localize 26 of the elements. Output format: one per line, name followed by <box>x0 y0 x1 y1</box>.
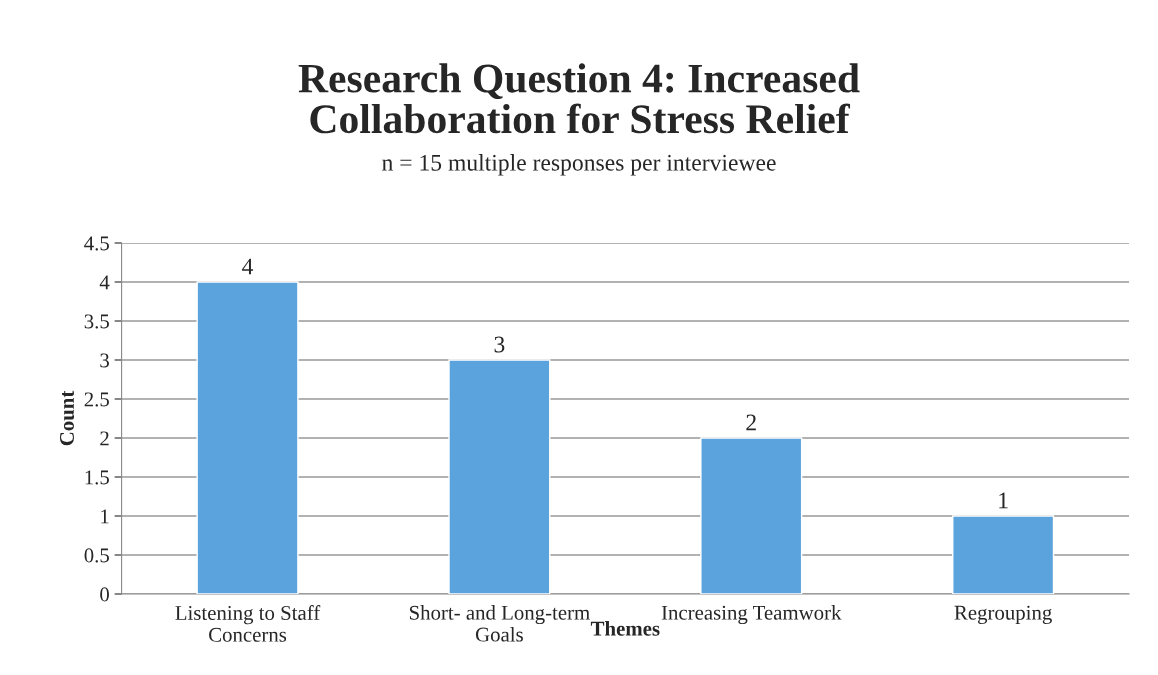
y-tick-label: 1.5 <box>85 470 109 485</box>
bar <box>448 359 551 594</box>
data-label: 3 <box>494 336 505 353</box>
x-tick-label: Increasing Teamwork <box>661 605 842 625</box>
y-tick-label: 0 <box>100 587 109 602</box>
data-label: 2 <box>746 414 756 431</box>
y-tick-label: 2.5 <box>84 392 109 407</box>
x-tick-label: Short- and Long-term Goals <box>409 605 590 642</box>
data-label: 4 <box>242 258 254 275</box>
y-tick-label: 4.5 <box>84 236 109 251</box>
y-tick-label: 3 <box>100 353 109 368</box>
chart-subtitle: n = 15 multiple responses per interviewee <box>382 154 776 176</box>
bar <box>952 515 1055 594</box>
y-tick-label: 4 <box>99 275 110 290</box>
bar <box>700 437 803 594</box>
chart-title: Research Question 4: Increased Collaboration for Stress Relief <box>298 63 860 134</box>
bar <box>196 281 299 594</box>
y-tick-label: 2 <box>100 431 109 446</box>
x-tick-label: Listening to Staff Concerns <box>175 605 321 642</box>
x-tick-label: Regrouping <box>954 605 1052 624</box>
data-label: 1 <box>999 492 1008 509</box>
y-tick-label: 3.5 <box>84 314 109 329</box>
y-tick-label: 0.5 <box>84 548 109 563</box>
y-axis-title: Count <box>59 390 74 446</box>
x-axis-title: Themes <box>590 621 660 636</box>
y-tick-label: 1 <box>101 509 109 524</box>
